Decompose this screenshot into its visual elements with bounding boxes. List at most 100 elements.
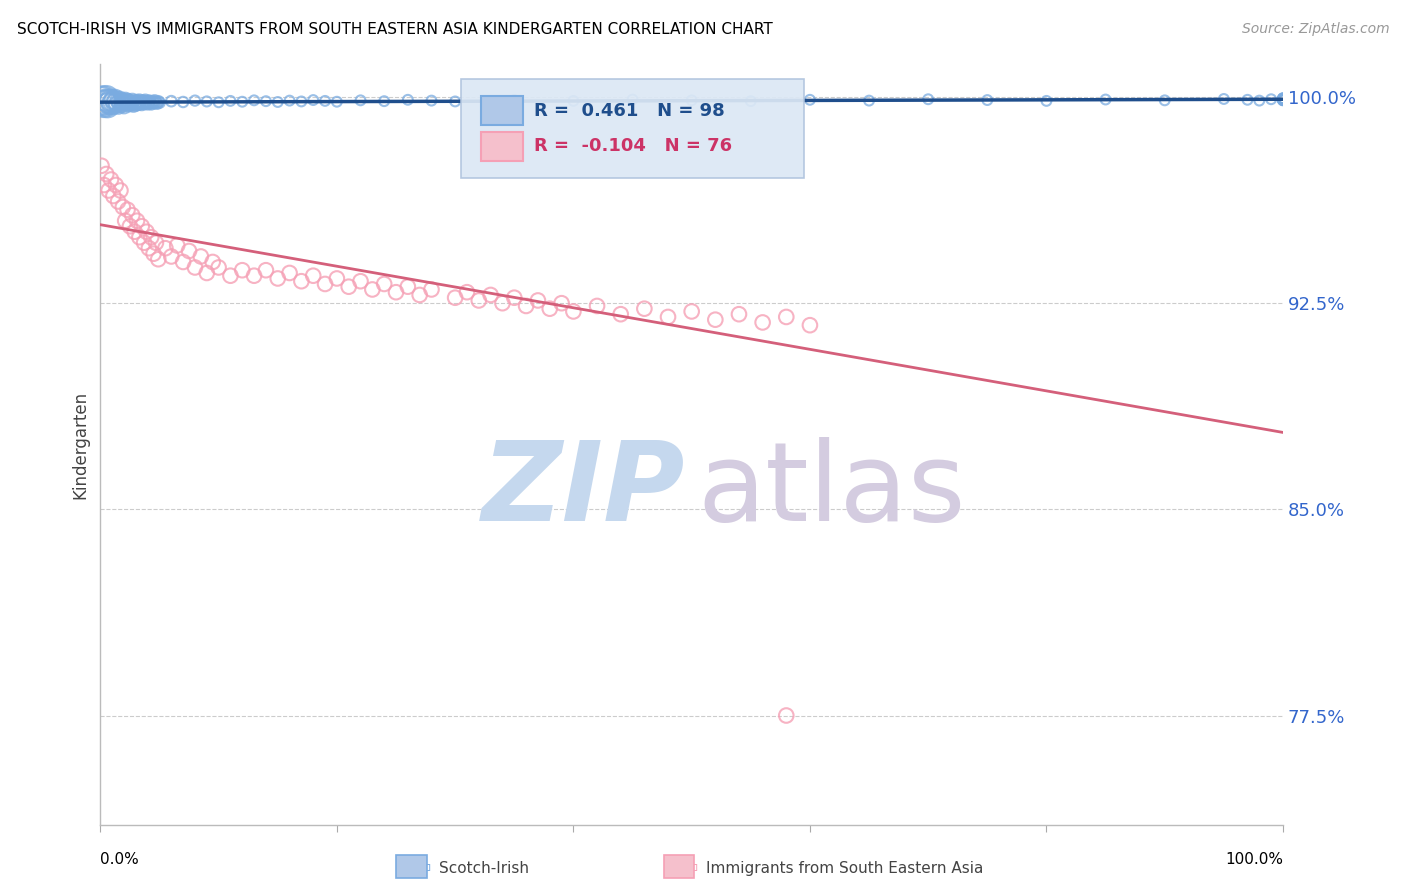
Point — [132, 95, 155, 110]
Point — [117, 202, 139, 217]
Point — [1272, 93, 1295, 107]
Point — [131, 219, 153, 234]
Point — [515, 299, 537, 313]
Point — [136, 96, 159, 111]
Point — [1236, 93, 1258, 107]
Point — [111, 96, 134, 111]
Point — [858, 94, 880, 108]
Point — [97, 184, 120, 198]
Point — [93, 96, 115, 111]
Point — [195, 95, 218, 109]
Point — [373, 94, 395, 108]
Point — [1272, 91, 1295, 105]
Point — [231, 263, 253, 277]
Point — [290, 274, 312, 288]
Point — [114, 94, 136, 108]
Point — [562, 94, 585, 108]
Point — [148, 95, 170, 109]
Point — [103, 189, 125, 203]
Point — [396, 279, 419, 293]
Text: 0.0%: 0.0% — [100, 852, 139, 867]
Text: R =  -0.104   N = 76: R = -0.104 N = 76 — [534, 137, 733, 155]
Point — [105, 94, 128, 108]
Point — [704, 312, 727, 326]
Point — [143, 94, 166, 108]
Point — [254, 263, 277, 277]
Point — [160, 94, 183, 108]
Point — [302, 93, 325, 107]
Point — [1272, 93, 1295, 107]
Point — [728, 307, 751, 321]
Point — [456, 285, 478, 300]
Point — [1272, 93, 1295, 107]
Point — [775, 310, 797, 324]
Point — [633, 301, 655, 316]
Text: atlas: atlas — [697, 437, 966, 544]
Point — [112, 98, 135, 112]
Point — [231, 95, 253, 109]
Point — [243, 93, 266, 107]
Point — [190, 250, 212, 264]
Point — [138, 95, 160, 109]
FancyBboxPatch shape — [461, 79, 804, 178]
Point — [1260, 92, 1282, 106]
Point — [302, 268, 325, 283]
Point — [155, 241, 177, 255]
Point — [254, 94, 277, 108]
Point — [420, 283, 443, 297]
Point — [479, 288, 502, 302]
Point — [115, 95, 138, 110]
Point — [1272, 93, 1295, 107]
Point — [1153, 93, 1175, 107]
Point — [314, 277, 336, 291]
Point — [1035, 94, 1057, 108]
Point — [108, 93, 131, 107]
Point — [657, 310, 679, 324]
Point — [740, 94, 762, 108]
Point — [201, 255, 224, 269]
Bar — [481, 96, 523, 125]
Point — [799, 318, 821, 333]
Point — [751, 315, 773, 329]
Point — [118, 219, 141, 234]
Point — [127, 96, 149, 111]
Point — [503, 291, 526, 305]
Point — [278, 94, 301, 108]
Point — [385, 285, 408, 300]
Point — [117, 95, 139, 109]
Point — [98, 96, 121, 111]
Point — [101, 96, 124, 111]
Point — [107, 194, 129, 209]
Point — [100, 172, 122, 186]
Point — [349, 93, 371, 107]
Point — [111, 95, 134, 109]
Point — [145, 235, 167, 250]
Point — [349, 274, 371, 288]
Point — [1094, 93, 1116, 107]
Point — [609, 307, 631, 321]
Point — [1212, 92, 1234, 106]
Point — [538, 301, 561, 316]
Point — [1272, 93, 1295, 107]
Point — [503, 93, 526, 107]
Point — [1272, 92, 1295, 106]
Point — [93, 178, 115, 192]
Point — [550, 296, 572, 310]
Point — [132, 235, 155, 250]
Point — [139, 95, 162, 110]
Point — [122, 97, 145, 112]
Point — [314, 94, 336, 108]
Point — [124, 225, 146, 239]
Point — [142, 95, 165, 110]
Point — [94, 95, 117, 110]
Bar — [481, 132, 523, 161]
Point — [97, 94, 120, 108]
Text: ZIP: ZIP — [482, 437, 686, 544]
Point — [278, 266, 301, 280]
Point — [1272, 93, 1295, 107]
Point — [90, 159, 112, 173]
Point — [110, 184, 132, 198]
Point — [267, 95, 290, 109]
Point — [146, 96, 169, 111]
Point — [103, 95, 125, 109]
